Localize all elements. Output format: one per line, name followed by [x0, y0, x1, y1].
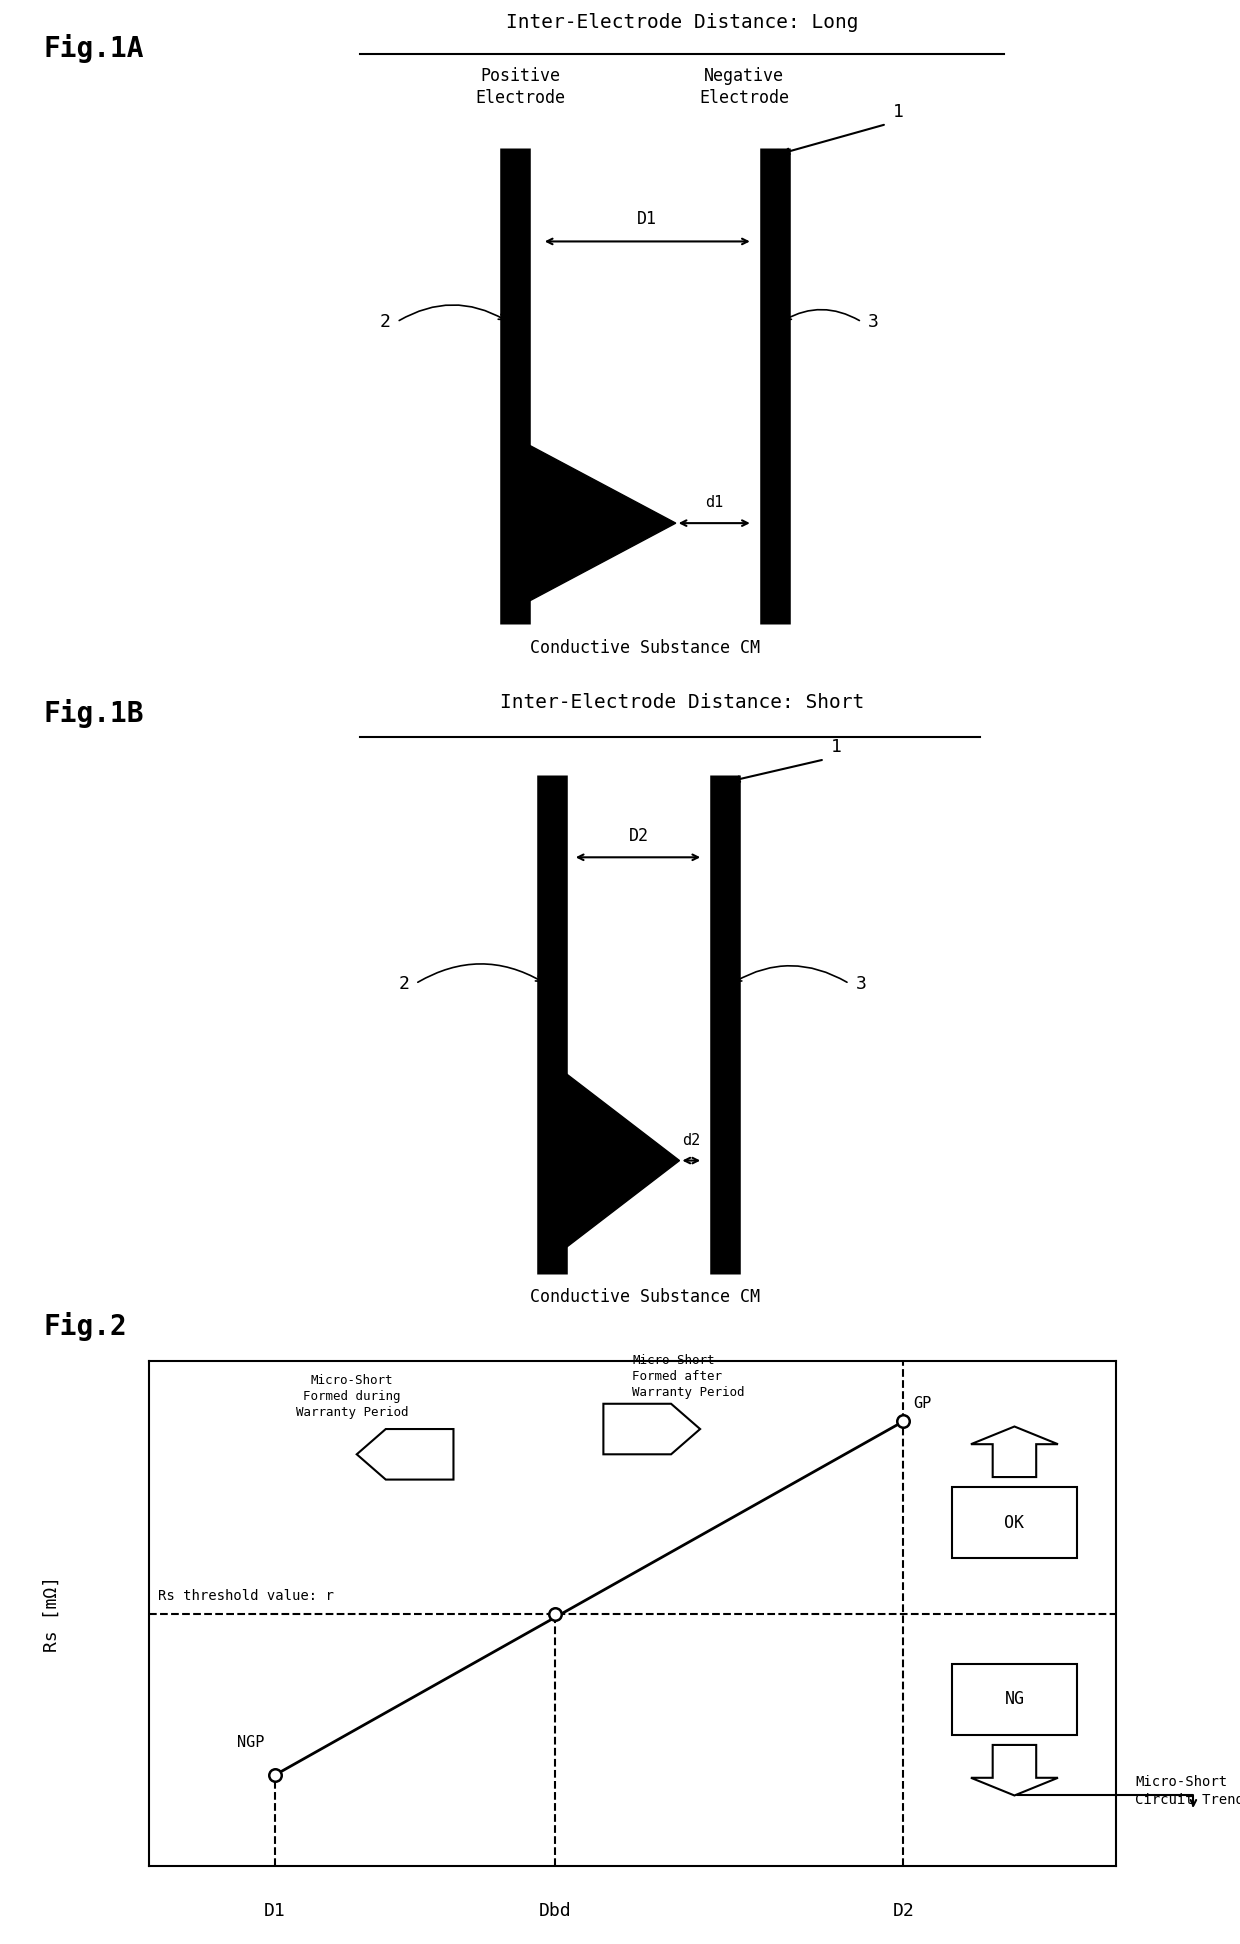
Text: NGP: NGP [238, 1734, 265, 1750]
Text: 1: 1 [831, 739, 842, 756]
Text: NG: NG [1004, 1691, 1024, 1709]
Text: D2: D2 [893, 1901, 914, 1919]
Text: Inter-Electrode Distance: Long: Inter-Electrode Distance: Long [506, 14, 858, 33]
Text: Conductive Substance CM: Conductive Substance CM [529, 640, 760, 657]
Text: Fig.2: Fig.2 [43, 1312, 128, 1341]
Text: D1: D1 [264, 1901, 285, 1919]
Text: 1: 1 [893, 103, 904, 121]
Bar [951, 1664, 1078, 1734]
Text: 3: 3 [856, 974, 867, 993]
Text: Micro-Short
Formed after
Warranty Period: Micro-Short Formed after Warranty Period [632, 1353, 745, 1400]
Text: Positive
Electrode: Positive Electrode [476, 66, 565, 107]
Polygon shape [564, 1073, 680, 1250]
Polygon shape [604, 1404, 701, 1454]
Text: 2: 2 [379, 313, 391, 330]
Text: 2: 2 [398, 974, 409, 993]
Text: Micro-Short
Formed during
Warranty Period: Micro-Short Formed during Warranty Perio… [295, 1374, 408, 1419]
Text: Dbd: Dbd [538, 1901, 572, 1919]
Text: D1: D1 [637, 210, 657, 227]
Text: Micro-Short
Circuit Trend: Micro-Short Circuit Trend [1136, 1775, 1240, 1806]
Text: Negative
Electrode: Negative Electrode [699, 66, 789, 107]
Bar [951, 1487, 1078, 1557]
Polygon shape [971, 1427, 1058, 1477]
Text: D2: D2 [629, 826, 649, 844]
Polygon shape [357, 1429, 454, 1479]
Text: Fig.1B: Fig.1B [43, 700, 144, 729]
Text: GP: GP [913, 1396, 931, 1411]
Text: Rs [mΩ]: Rs [mΩ] [43, 1575, 61, 1652]
Polygon shape [971, 1746, 1058, 1796]
Text: OK: OK [1004, 1514, 1024, 1532]
Text: Fig.1A: Fig.1A [43, 33, 144, 62]
Text: Rs threshold value: r: Rs threshold value: r [159, 1590, 335, 1604]
Text: Inter-Electrode Distance: Short: Inter-Electrode Distance: Short [500, 694, 864, 712]
Text: d1: d1 [706, 494, 723, 509]
Text: Conductive Substance CM: Conductive Substance CM [529, 1287, 760, 1306]
Text: d2: d2 [682, 1133, 701, 1147]
Text: 3: 3 [868, 313, 879, 330]
Polygon shape [525, 443, 676, 603]
